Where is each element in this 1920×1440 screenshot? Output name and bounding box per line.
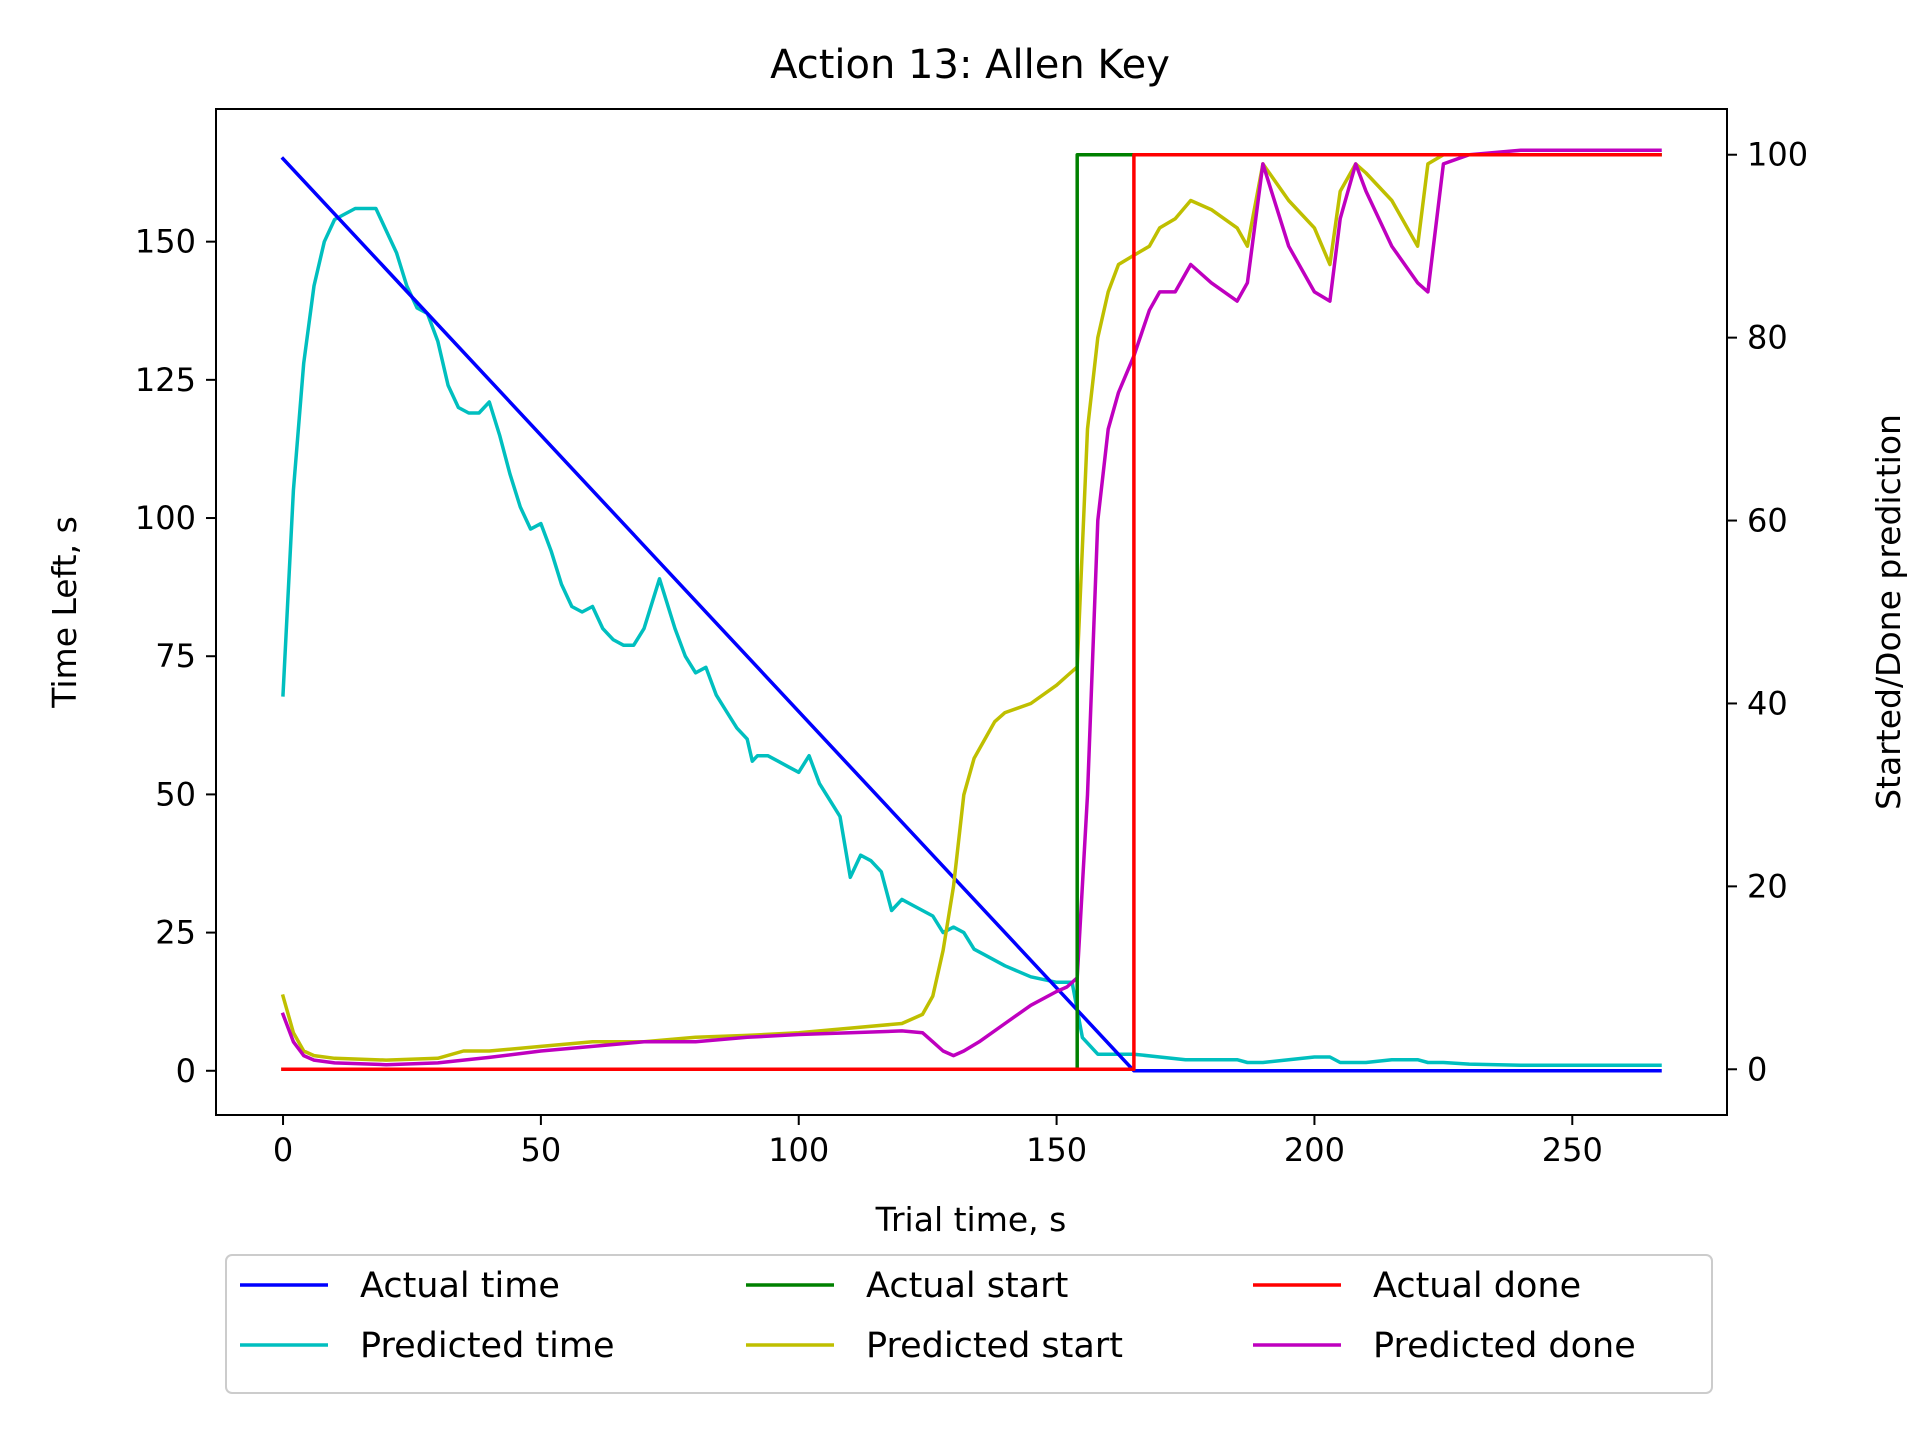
y-right-tick-label: 80 xyxy=(1747,319,1788,357)
plot-series xyxy=(280,148,1662,1073)
y-axis-left-label: Time Left, s xyxy=(45,516,84,709)
series-line-predicted-done xyxy=(280,148,1662,1067)
x-tick-label: 200 xyxy=(1284,1131,1345,1169)
series-line-predicted-start xyxy=(280,152,1662,1062)
x-tick-label: 0 xyxy=(273,1131,293,1169)
series-line-actual-start xyxy=(281,152,1662,1072)
series-line-predicted-time xyxy=(281,206,1662,1068)
x-tick-label: 150 xyxy=(1026,1131,1087,1169)
y-left-tick-label: 0 xyxy=(176,1052,196,1090)
plot-frame xyxy=(215,108,1728,1116)
y-right-tick-label: 100 xyxy=(1747,136,1808,174)
x-axis: 0 50 100 150 200 250 xyxy=(273,1115,1603,1169)
y-axis-right-label: Started/Done prediction xyxy=(1869,414,1908,810)
y-left-tick-label: 25 xyxy=(155,914,196,952)
legend-frame xyxy=(225,1254,1713,1394)
legend: Actual time Predicted time Actual start Pre… xyxy=(225,1254,1713,1394)
x-tick-label: 250 xyxy=(1542,1131,1603,1169)
y-right-tick-label: 60 xyxy=(1747,502,1788,540)
x-tick-label: 50 xyxy=(521,1131,562,1169)
y-axis-right: 0 20 40 60 80 100 xyxy=(1727,136,1808,1088)
y-left-tick-label: 125 xyxy=(135,361,196,399)
y-left-tick-label: 150 xyxy=(135,223,196,261)
y-left-tick-label: 75 xyxy=(155,637,196,675)
legend-label-predicted-start: Predicted start xyxy=(866,1326,1123,1366)
y-left-tick-label: 50 xyxy=(155,775,196,813)
y-axis-left: 0 25 50 75 100 125 150 xyxy=(135,223,216,1090)
y-right-tick-label: 0 xyxy=(1747,1050,1767,1088)
series-line-actual-time xyxy=(280,156,1662,1073)
series-line-actual-done xyxy=(281,152,1662,1072)
legend-label-predicted-done: Predicted done xyxy=(1373,1326,1636,1366)
legend-label-actual-done: Actual done xyxy=(1373,1266,1581,1306)
legend-label-predicted-time: Predicted time xyxy=(360,1326,615,1366)
x-axis-label: Trial time, s xyxy=(875,1200,1067,1239)
y-right-tick-label: 20 xyxy=(1747,867,1788,905)
y-right-tick-label: 40 xyxy=(1747,684,1788,722)
chart-title: Action 13: Allen Key xyxy=(770,42,1170,88)
x-tick-label: 100 xyxy=(768,1131,829,1169)
y-left-tick-label: 100 xyxy=(135,499,196,537)
legend-label-actual-time: Actual time xyxy=(360,1266,560,1306)
legend-label-actual-start: Actual start xyxy=(866,1266,1068,1306)
